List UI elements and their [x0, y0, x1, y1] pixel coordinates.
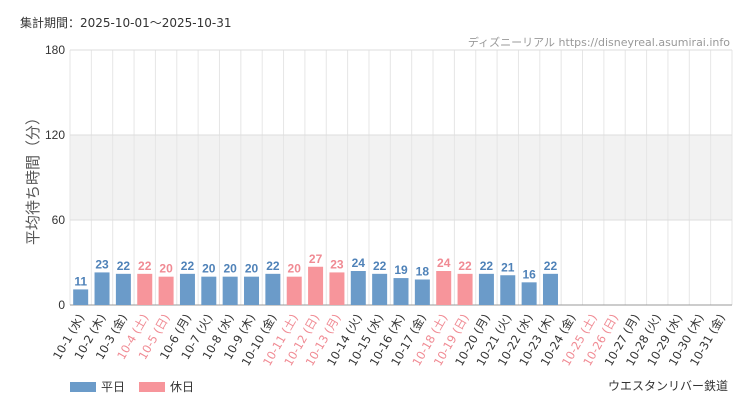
data-label: 22: [181, 259, 195, 273]
bar: [350, 271, 366, 305]
bar: [414, 279, 430, 305]
bar: [94, 272, 110, 305]
data-label: 20: [202, 262, 216, 276]
y-tick-label: 180: [45, 43, 65, 57]
bar: [286, 276, 302, 305]
data-label: 22: [458, 259, 472, 273]
data-label: 20: [159, 262, 173, 276]
bar: [436, 271, 452, 305]
legend-holiday-label: 休日: [170, 380, 195, 394]
source-label: ディズニーリアル https://disneyreal.asumirai.inf…: [467, 36, 730, 49]
bar: [265, 273, 281, 305]
period-label: 集計期間：2025-10-01〜2025-10-31: [20, 16, 232, 30]
bar: [158, 276, 174, 305]
data-label: 22: [138, 259, 152, 273]
bar: [179, 273, 195, 305]
data-label: 22: [266, 259, 280, 273]
data-label: 18: [416, 265, 430, 279]
data-label: 22: [117, 259, 131, 273]
data-label: 20: [245, 262, 259, 276]
data-label: 20: [223, 262, 237, 276]
bar: [393, 278, 409, 305]
bar: [137, 273, 153, 305]
bar: [372, 273, 388, 305]
data-label: 11: [74, 274, 87, 288]
data-label: 20: [288, 262, 302, 276]
bar: [308, 266, 324, 305]
bar: [329, 272, 345, 305]
legend-weekday-swatch: [70, 381, 96, 392]
bar: [521, 282, 537, 305]
chart-legend: 平日 休日: [70, 378, 194, 395]
bar: [244, 276, 260, 305]
data-label: 23: [95, 257, 109, 271]
data-label: 22: [480, 259, 494, 273]
plot-band: [70, 135, 732, 220]
data-label: 24: [352, 256, 366, 270]
bar: [500, 275, 516, 305]
bar: [457, 273, 473, 305]
data-label: 24: [437, 256, 451, 270]
y-tick-label: 120: [45, 128, 65, 142]
attraction-name: ウエスタンリバー鉄道: [607, 379, 728, 393]
bar: [201, 276, 217, 305]
y-tick-label: 60: [52, 213, 66, 227]
bar: [115, 273, 131, 305]
bar: [542, 273, 558, 305]
data-label: 16: [522, 267, 536, 281]
data-label: 27: [309, 252, 323, 266]
legend-weekday-label: 平日: [101, 380, 126, 394]
bar: [222, 276, 238, 305]
legend-weekday: 平日: [70, 378, 125, 395]
data-label: 19: [394, 263, 408, 277]
legend-holiday-swatch: [139, 381, 166, 392]
data-label: 21: [501, 260, 515, 274]
data-label: 22: [544, 259, 558, 273]
y-axis-label: 平均待ち時間（分）: [24, 110, 42, 245]
bar: [73, 289, 89, 305]
legend-holiday: 休日: [139, 378, 194, 395]
y-tick-label: 0: [58, 298, 65, 312]
bar: [478, 273, 494, 305]
data-label: 23: [330, 257, 344, 271]
data-label: 22: [373, 259, 387, 273]
